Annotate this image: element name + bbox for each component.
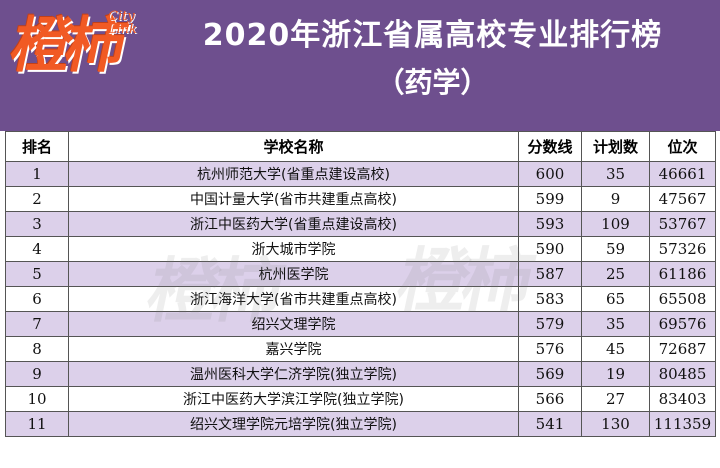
cell-plan: 27 [581,386,650,412]
header-school: 学校名称 [68,131,519,162]
cell-position: 72687 [649,336,716,362]
cell-score: 599 [518,186,582,212]
cell-score: 566 [518,386,582,412]
cell-school: 杭州师范大学(省重点建设高校) [68,161,519,187]
cell-plan: 19 [581,361,650,387]
cell-plan: 109 [581,211,650,237]
header-position: 位次 [649,131,716,162]
cell-position: 47567 [649,186,716,212]
cell-school: 浙江中医药大学滨江学院(独立学院) [68,386,519,412]
cell-school: 温州医科大学仁济学院(独立学院) [68,361,519,387]
table-row: 11 绍兴文理学院元培学院(独立学院) 541 130 111359 [5,411,716,437]
cell-school: 中国计量大学(省市共建重点高校) [68,186,519,212]
cell-score: 583 [518,286,582,312]
cell-position: 65508 [649,286,716,312]
table-row: 10 浙江中医药大学滨江学院(独立学院) 566 27 83403 [5,386,716,412]
cell-score: 541 [518,411,582,437]
header-banner: 橙柿 City Link 2020年浙江省属高校专业排行榜 （药学） [0,0,720,131]
cell-position: 53767 [649,211,716,237]
table-row: 8 嘉兴学院 576 45 72687 [5,336,716,362]
cell-school: 杭州医学院 [68,261,519,287]
cell-rank: 11 [5,411,69,437]
cell-rank: 9 [5,361,69,387]
logo-sub-line1: City [108,9,135,24]
table-row: 6 浙江海洋大学(省市共建重点高校) 583 65 65508 [5,286,716,312]
cell-plan: 59 [581,236,650,262]
cell-school: 浙大城市学院 [68,236,519,262]
cell-school: 绍兴文理学院 [68,311,519,337]
table-row: 3 浙江中医药大学(省重点建设高校) 593 109 53767 [5,211,716,237]
cell-rank: 6 [5,286,69,312]
cell-rank: 3 [5,211,69,237]
table-row: 1 杭州师范大学(省重点建设高校) 600 35 46661 [5,161,716,187]
cell-plan: 25 [581,261,650,287]
cell-school: 浙江海洋大学(省市共建重点高校) [68,286,519,312]
table-row: 9 温州医科大学仁济学院(独立学院) 569 19 80485 [5,361,716,387]
cell-score: 579 [518,311,582,337]
cell-rank: 8 [5,336,69,362]
cell-school: 浙江中医药大学(省重点建设高校) [68,211,519,237]
table-header-row: 排名 学校名称 分数线 计划数 位次 [5,131,716,162]
cell-rank: 5 [5,261,69,287]
logo-subtext: City Link [108,10,137,36]
cell-plan: 35 [581,161,650,187]
cell-rank: 7 [5,311,69,337]
cell-plan: 45 [581,336,650,362]
table-row: 2 中国计量大学(省市共建重点高校) 599 9 47567 [5,186,716,212]
cell-score: 587 [518,261,582,287]
cell-school: 绍兴文理学院元培学院(独立学院) [68,411,519,437]
cell-position: 61186 [649,261,716,287]
cell-position: 111359 [649,411,716,437]
cell-rank: 4 [5,236,69,262]
cell-rank: 10 [5,386,69,412]
cell-position: 69576 [649,311,716,337]
table-row: 4 浙大城市学院 590 59 57326 [5,236,716,262]
cell-score: 600 [518,161,582,187]
header-rank: 排名 [5,131,69,162]
table-row: 5 杭州医学院 587 25 61186 [5,261,716,287]
cell-plan: 65 [581,286,650,312]
cell-plan: 130 [581,411,650,437]
cell-rank: 2 [5,186,69,212]
cell-rank: 1 [5,161,69,187]
header-plan: 计划数 [581,131,650,162]
cell-plan: 35 [581,311,650,337]
cell-score: 576 [518,336,582,362]
cell-score: 569 [518,361,582,387]
page-subtitle: （药学） [376,66,489,99]
cell-score: 593 [518,211,582,237]
cell-position: 57326 [649,236,716,262]
cell-school: 嘉兴学院 [68,336,519,362]
brand-logo: 橙柿 City Link [5,6,168,122]
cell-position: 80485 [649,361,716,387]
cell-position: 83403 [649,386,716,412]
table-row: 7 绍兴文理学院 579 35 69576 [5,311,716,337]
cell-score: 590 [518,236,582,262]
ranking-table: 排名 学校名称 分数线 计划数 位次 1 杭州师范大学(省重点建设高校) 600 35… [5,131,716,437]
logo-sub-line2: Link [108,22,138,37]
cell-plan: 9 [581,186,650,212]
header-score: 分数线 [518,131,582,162]
table-body: 1 杭州师范大学(省重点建设高校) 600 35 46661 2 中国计量大学(省市共建重点… [5,161,716,437]
cell-position: 46661 [649,161,716,187]
page-title: 2020年浙江省属高校专业排行榜 [202,18,663,53]
